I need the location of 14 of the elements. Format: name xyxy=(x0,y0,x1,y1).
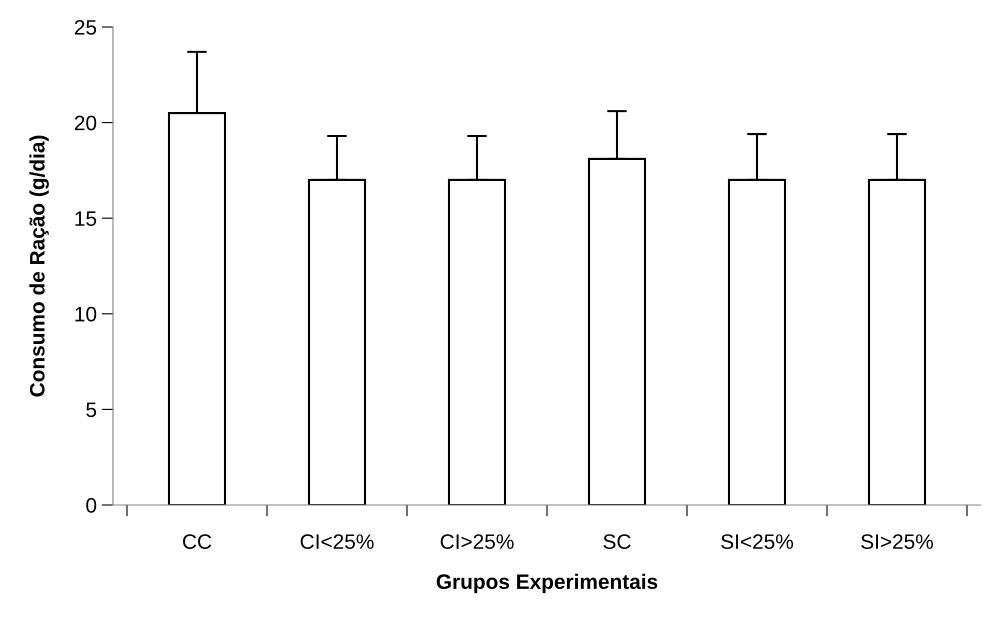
y-tick-label: 10 xyxy=(75,306,96,322)
x-tick-label: CI>25% xyxy=(440,534,514,549)
x-tick-label: CC xyxy=(183,534,212,549)
x-tick-label: CI<25% xyxy=(300,534,374,549)
y-tick-label: 25 xyxy=(74,20,96,35)
x-tick-label: SI<25% xyxy=(721,534,794,549)
y-tick-label: 20 xyxy=(74,116,96,130)
y-tick-label: 5 xyxy=(86,402,96,418)
y-tick-label: 15 xyxy=(75,211,96,226)
x-tick-label: SC xyxy=(603,534,631,549)
x-tick-label: SI>25% xyxy=(861,534,934,549)
x-axis-title: Grupos Experimentais xyxy=(436,574,658,594)
y-axis-title: Consumo de Ração (g/dia) xyxy=(29,136,49,397)
y-tick-label: 0 xyxy=(86,498,96,513)
